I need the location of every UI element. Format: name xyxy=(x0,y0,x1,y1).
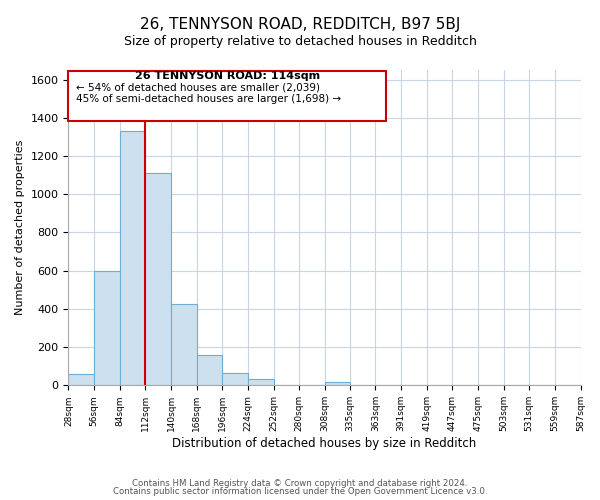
Text: Size of property relative to detached houses in Redditch: Size of property relative to detached ho… xyxy=(124,35,476,48)
Bar xyxy=(120,131,145,386)
Bar xyxy=(248,378,274,386)
Text: Contains HM Land Registry data © Crown copyright and database right 2024.: Contains HM Land Registry data © Crown c… xyxy=(132,478,468,488)
Text: 26, TENNYSON ROAD, REDDITCH, B97 5BJ: 26, TENNYSON ROAD, REDDITCH, B97 5BJ xyxy=(140,18,460,32)
Bar xyxy=(223,373,248,386)
Text: 26 TENNYSON ROAD: 114sqm: 26 TENNYSON ROAD: 114sqm xyxy=(135,71,320,81)
Text: Contains public sector information licensed under the Open Government Licence v3: Contains public sector information licen… xyxy=(113,487,487,496)
Text: ← 54% of detached houses are smaller (2,039): ← 54% of detached houses are smaller (2,… xyxy=(76,82,320,92)
Bar xyxy=(145,173,171,386)
Bar xyxy=(94,270,120,386)
Bar xyxy=(197,355,223,386)
Y-axis label: Number of detached properties: Number of detached properties xyxy=(15,140,25,316)
Bar xyxy=(171,304,197,386)
Bar xyxy=(325,382,350,386)
Bar xyxy=(68,374,94,386)
X-axis label: Distribution of detached houses by size in Redditch: Distribution of detached houses by size … xyxy=(172,437,476,450)
FancyBboxPatch shape xyxy=(68,71,386,120)
Text: 45% of semi-detached houses are larger (1,698) →: 45% of semi-detached houses are larger (… xyxy=(76,94,341,104)
